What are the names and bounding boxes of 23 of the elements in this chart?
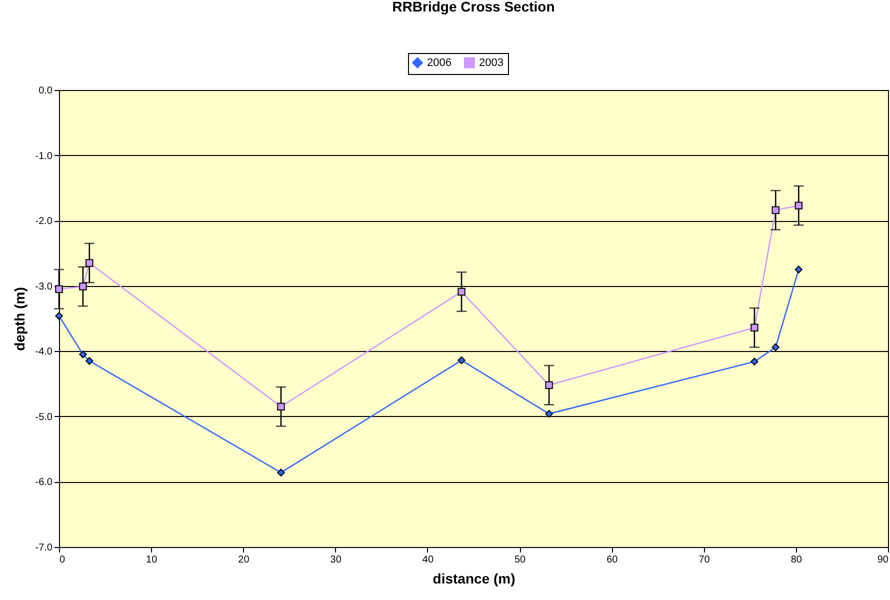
x-axis-title: distance (m): [432, 570, 516, 586]
x-tick-label: 0: [60, 554, 66, 566]
legend-label: 2003: [479, 56, 504, 69]
x-tick-label: 90: [877, 554, 889, 566]
y-tick-label: -3.0: [35, 281, 53, 292]
y-tick-label: -7.0: [35, 542, 53, 554]
y-tick-label: -2.0: [35, 216, 53, 228]
x-tick-label: 70: [698, 554, 710, 566]
y-axis-title: depth (m): [11, 287, 28, 351]
x-tick-label: 60: [606, 554, 618, 566]
x-tick-label: 80: [790, 554, 802, 566]
x-tick-label: 50: [514, 554, 526, 566]
x-tick-label: 20: [238, 554, 250, 566]
legend-label: 2006: [427, 56, 452, 69]
x-tick-label: 30: [330, 554, 342, 566]
y-tick-label: -1.0: [35, 150, 53, 162]
y-tick-label: -6.0: [35, 477, 53, 488]
chart-title: RRBridge Cross Section: [392, 0, 555, 14]
y-tick-label: 0.0: [38, 86, 53, 96]
y-tick-label: -5.0: [35, 412, 53, 423]
x-tick-label: 10: [146, 554, 158, 566]
y-tick-label: -4.0: [35, 346, 53, 358]
x-tick-label: 40: [422, 554, 434, 566]
